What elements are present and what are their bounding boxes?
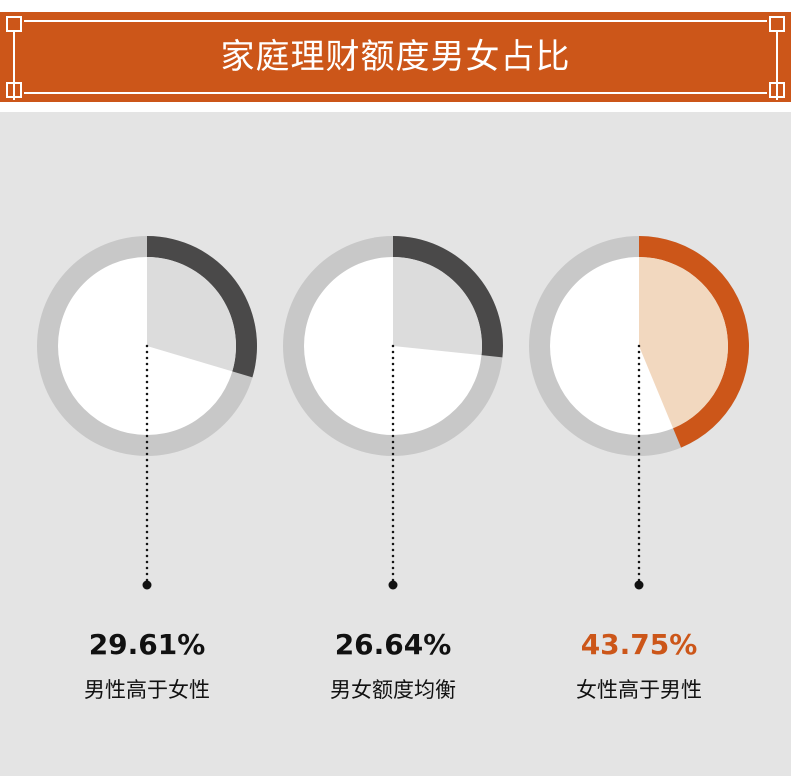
corner-square-icon [6,82,22,98]
donut-arc-segment [639,236,749,448]
corner-square-icon [769,82,785,98]
pie-wedge [393,257,483,356]
corner-square-icon [769,16,785,32]
leader-dot [388,580,398,590]
donut-arc-segment [393,236,503,358]
pie-wedge [639,257,729,429]
header-banner [0,12,791,102]
corner-square-icon [6,16,22,32]
value-label-3: 43.75% [580,628,698,661]
frame-line-right [776,32,778,100]
frame-line-top [24,20,767,22]
category-label-1: 男性高于女性 [84,678,210,702]
value-label-2: 26.64% [334,628,452,661]
frame-line-left [13,32,15,100]
leader-dot [142,580,152,590]
category-label-3: 女性高于男性 [576,678,702,702]
value-label-1: 29.61% [88,628,206,661]
pie-wedge [147,257,236,372]
donut-arc-segment [147,236,257,378]
leader-dot [634,580,644,590]
page-title: 家庭理财额度男女占比 [220,37,571,77]
frame-line-bottom [24,92,767,94]
category-label-2: 男女额度均衡 [330,678,456,702]
